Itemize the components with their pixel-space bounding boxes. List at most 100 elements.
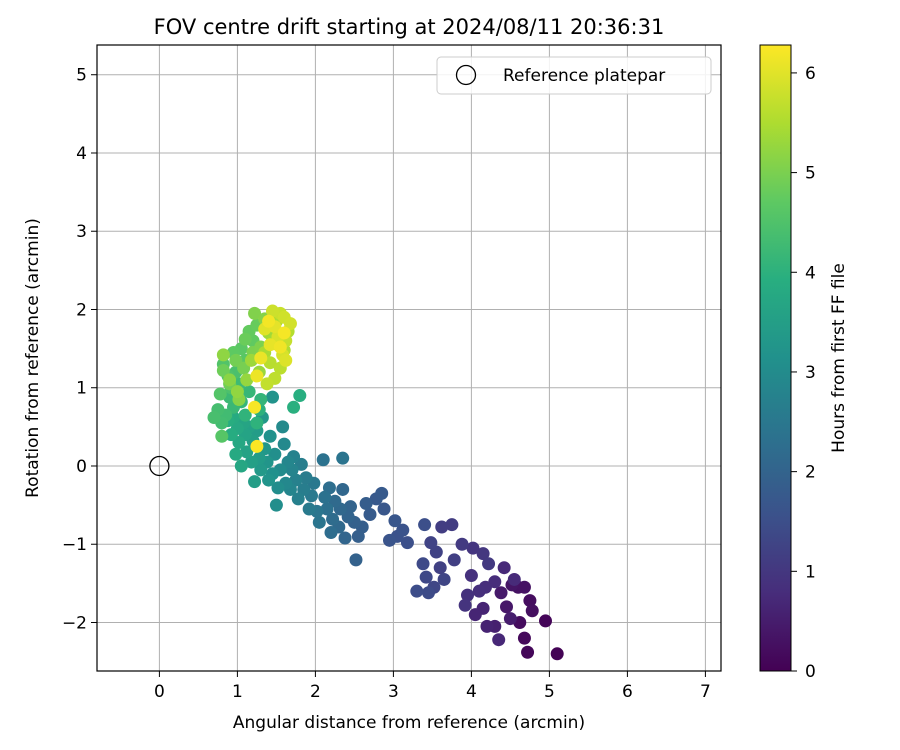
data-point-40 — [422, 586, 435, 600]
data-point-52 — [359, 497, 373, 511]
data-point-89 — [271, 481, 285, 495]
x-tick-label: 7 — [700, 682, 711, 702]
colorbar-tick-label: 2 — [805, 463, 816, 483]
data-point-75 — [302, 502, 316, 516]
colorbar-gradient — [759, 44, 792, 672]
data-point-150 — [248, 306, 262, 320]
data-point-59 — [338, 531, 352, 545]
data-point-71 — [312, 515, 326, 529]
data-point-30 — [445, 518, 459, 532]
legend-box — [436, 56, 712, 95]
data-point-109 — [234, 459, 248, 473]
chart-title: FOV centre drift starting at 2024/08/11 … — [154, 15, 665, 39]
data-point-99 — [254, 463, 268, 477]
data-point-29 — [455, 537, 469, 551]
data-point-174 — [283, 317, 297, 331]
x-axis-label: Angular distance from reference (arcmin) — [233, 713, 585, 733]
data-point-64 — [326, 512, 340, 526]
legend-reference-icon — [455, 64, 477, 86]
y-tick-label: 4 — [76, 144, 87, 164]
reference-marker — [149, 455, 170, 477]
data-point-25 — [458, 598, 472, 612]
data-point-32 — [447, 553, 461, 567]
data-point-1 — [539, 614, 552, 628]
y-tick-label: 3 — [76, 222, 87, 242]
legend: Reference platepar — [436, 56, 712, 95]
data-point-24 — [461, 588, 474, 602]
data-point-26 — [466, 541, 480, 555]
data-point-43 — [400, 536, 414, 550]
data-point-16 — [468, 608, 482, 622]
data-point-143 — [238, 332, 252, 346]
data-point-106 — [240, 445, 254, 459]
data-point-69 — [316, 453, 330, 467]
data-point-67 — [320, 502, 334, 516]
data-point-112 — [229, 447, 243, 461]
data-point-48 — [377, 502, 391, 516]
data-point-144 — [216, 364, 230, 378]
data-point-117 — [287, 400, 301, 414]
data-point-70 — [336, 451, 350, 465]
colorbar-tick-label: 0 — [805, 662, 816, 682]
data-point-18 — [497, 561, 511, 575]
data-point-6 — [525, 604, 539, 618]
data-point-28 — [482, 557, 496, 571]
x-tick-label: 0 — [154, 682, 165, 702]
data-point-182 — [250, 369, 264, 383]
data-point-135 — [213, 387, 227, 401]
y-tick-label: 5 — [76, 66, 87, 86]
data-points — [207, 304, 564, 661]
data-point-79 — [291, 492, 305, 506]
data-point-11 — [494, 586, 508, 600]
y-tick-label: 1 — [76, 379, 87, 399]
legend-label: Reference platepar — [503, 66, 665, 86]
y-tick-label: −2 — [62, 613, 87, 633]
data-point-5 — [523, 594, 537, 608]
data-point-123 — [242, 385, 256, 399]
y-axis-label: Rotation from reference (arcmin) — [23, 218, 43, 498]
data-point-65 — [324, 525, 338, 539]
data-point-136 — [215, 429, 229, 443]
colorbar-tick-label: 5 — [805, 164, 816, 184]
data-point-41 — [410, 584, 424, 598]
data-point-35 — [424, 536, 438, 550]
data-point-155 — [230, 385, 244, 399]
colorbar: 0 1 2 3 4 5 6 Hours from first FF file — [759, 44, 849, 682]
data-point-17 — [492, 633, 506, 647]
data-point-57 — [344, 500, 357, 514]
data-point-47 — [388, 514, 402, 528]
x-tick-label: 2 — [310, 682, 321, 702]
colorbar-tick-label: 1 — [805, 562, 816, 582]
data-point-31 — [435, 520, 449, 534]
colorbar-tick-label: 6 — [805, 64, 816, 84]
data-point-181 — [254, 351, 268, 365]
data-point-187 — [250, 439, 264, 453]
data-point-23 — [464, 569, 478, 583]
data-point-8 — [517, 580, 531, 594]
data-point-60 — [336, 482, 350, 496]
data-point-94 — [266, 390, 279, 404]
data-point-87 — [276, 420, 290, 434]
data-point-120 — [238, 408, 252, 422]
data-point-86 — [277, 437, 291, 451]
data-point-20 — [488, 575, 502, 589]
data-point-116 — [293, 389, 307, 403]
x-tick-label: 1 — [232, 682, 243, 702]
data-point-104 — [244, 455, 258, 469]
data-point-19 — [507, 572, 521, 586]
data-point-184 — [262, 314, 276, 328]
data-point-33 — [433, 561, 447, 575]
data-point-14 — [480, 619, 494, 633]
y-axis-ticks: −2 −1 0 1 2 3 4 5 — [62, 66, 97, 633]
data-point-3 — [517, 631, 531, 645]
colorbar-label: Hours from first FF file — [829, 263, 849, 453]
data-point-153 — [223, 373, 237, 387]
colorbar-ticks: 0 1 2 3 4 5 6 — [791, 64, 816, 682]
y-tick-label: −1 — [62, 535, 87, 555]
data-point-169 — [260, 377, 274, 391]
data-point-186 — [248, 400, 262, 414]
data-point-56 — [349, 553, 363, 567]
x-tick-label: 6 — [622, 682, 633, 702]
data-point-185 — [277, 326, 291, 340]
